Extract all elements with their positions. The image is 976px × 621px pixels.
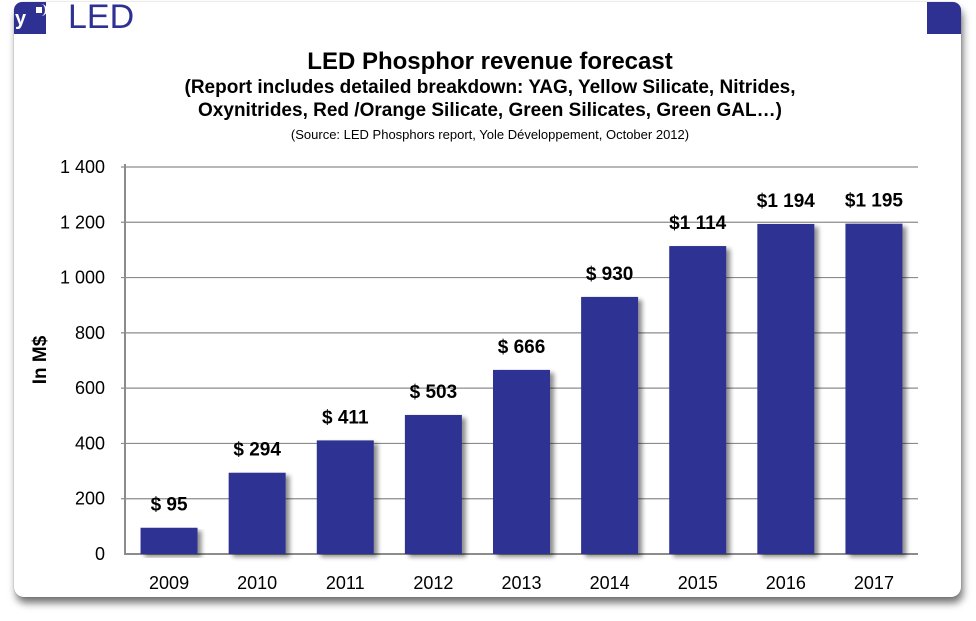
data-label: $1 194 bbox=[757, 191, 816, 212]
bar bbox=[404, 414, 462, 554]
data-label: $ 930 bbox=[586, 264, 634, 285]
x-tick-label: 2010 bbox=[237, 573, 277, 593]
bars bbox=[140, 223, 903, 555]
data-label: $1 195 bbox=[845, 191, 904, 212]
data-label: $ 666 bbox=[498, 337, 546, 358]
chart-title: LED Phosphor revenue forecast bbox=[307, 48, 673, 75]
bar bbox=[845, 223, 903, 555]
x-tick-label: 2013 bbox=[501, 573, 541, 593]
x-tick-label: 2016 bbox=[766, 573, 806, 593]
y-tick-label: 400 bbox=[75, 433, 105, 453]
data-label: $ 294 bbox=[233, 440, 281, 461]
y-axis-label: In M$ bbox=[30, 335, 51, 384]
x-tick-label: 2009 bbox=[149, 573, 189, 593]
x-tick-label: 2014 bbox=[590, 573, 630, 593]
bar bbox=[228, 472, 286, 554]
y-tick-label: 600 bbox=[75, 378, 105, 398]
y-tick-label: 200 bbox=[75, 489, 105, 509]
y-tick-label: 1 200 bbox=[60, 212, 105, 232]
yole-logo-icon: y bbox=[14, 2, 46, 34]
x-tick-label: 2015 bbox=[678, 573, 718, 593]
bar bbox=[581, 296, 639, 554]
x-tick-label: 2017 bbox=[854, 573, 894, 593]
y-tick-label: 1 400 bbox=[60, 157, 105, 177]
x-tick-label: 2012 bbox=[413, 573, 453, 593]
corner-decoration bbox=[927, 2, 961, 34]
y-tick-labels: 0 200 400 600 800 1 000 1 200 1 400 bbox=[60, 157, 105, 564]
data-label: $ 95 bbox=[151, 495, 188, 516]
chart-titles: LED Phosphor revenue forecast (Report in… bbox=[150, 48, 830, 145]
bar bbox=[316, 440, 374, 554]
y-tick-label: 0 bbox=[95, 544, 105, 564]
bar bbox=[757, 223, 815, 555]
brand-title: LED bbox=[68, 0, 135, 36]
chart-subtitle-line-1: (Report includes detailed breakdown: YAG… bbox=[184, 77, 796, 98]
x-tick-labels: 2009 2010 2011 2012 2013 2014 2015 2016 2017 bbox=[149, 573, 894, 593]
chart-source: (Source: LED Phosphors report, Yole Déve… bbox=[290, 127, 690, 142]
data-label: $ 411 bbox=[322, 407, 369, 428]
y-tick-label: 1 000 bbox=[60, 268, 105, 288]
bar bbox=[669, 246, 727, 554]
data-label: $ 503 bbox=[410, 382, 458, 403]
x-tick-label: 2011 bbox=[326, 573, 365, 593]
bar bbox=[493, 369, 550, 554]
data-label: $1 114 bbox=[669, 213, 726, 234]
bar bbox=[140, 527, 198, 554]
y-tick-label: 800 bbox=[75, 323, 105, 343]
data-labels: $ 95 $ 294 $ 411 $ 503 $ 666 $ 930 $1 114 $1 19… bbox=[151, 191, 904, 516]
chart-subtitle-line-2: Oxynitrides, Red /Orange Silicate, Green… bbox=[198, 100, 782, 121]
